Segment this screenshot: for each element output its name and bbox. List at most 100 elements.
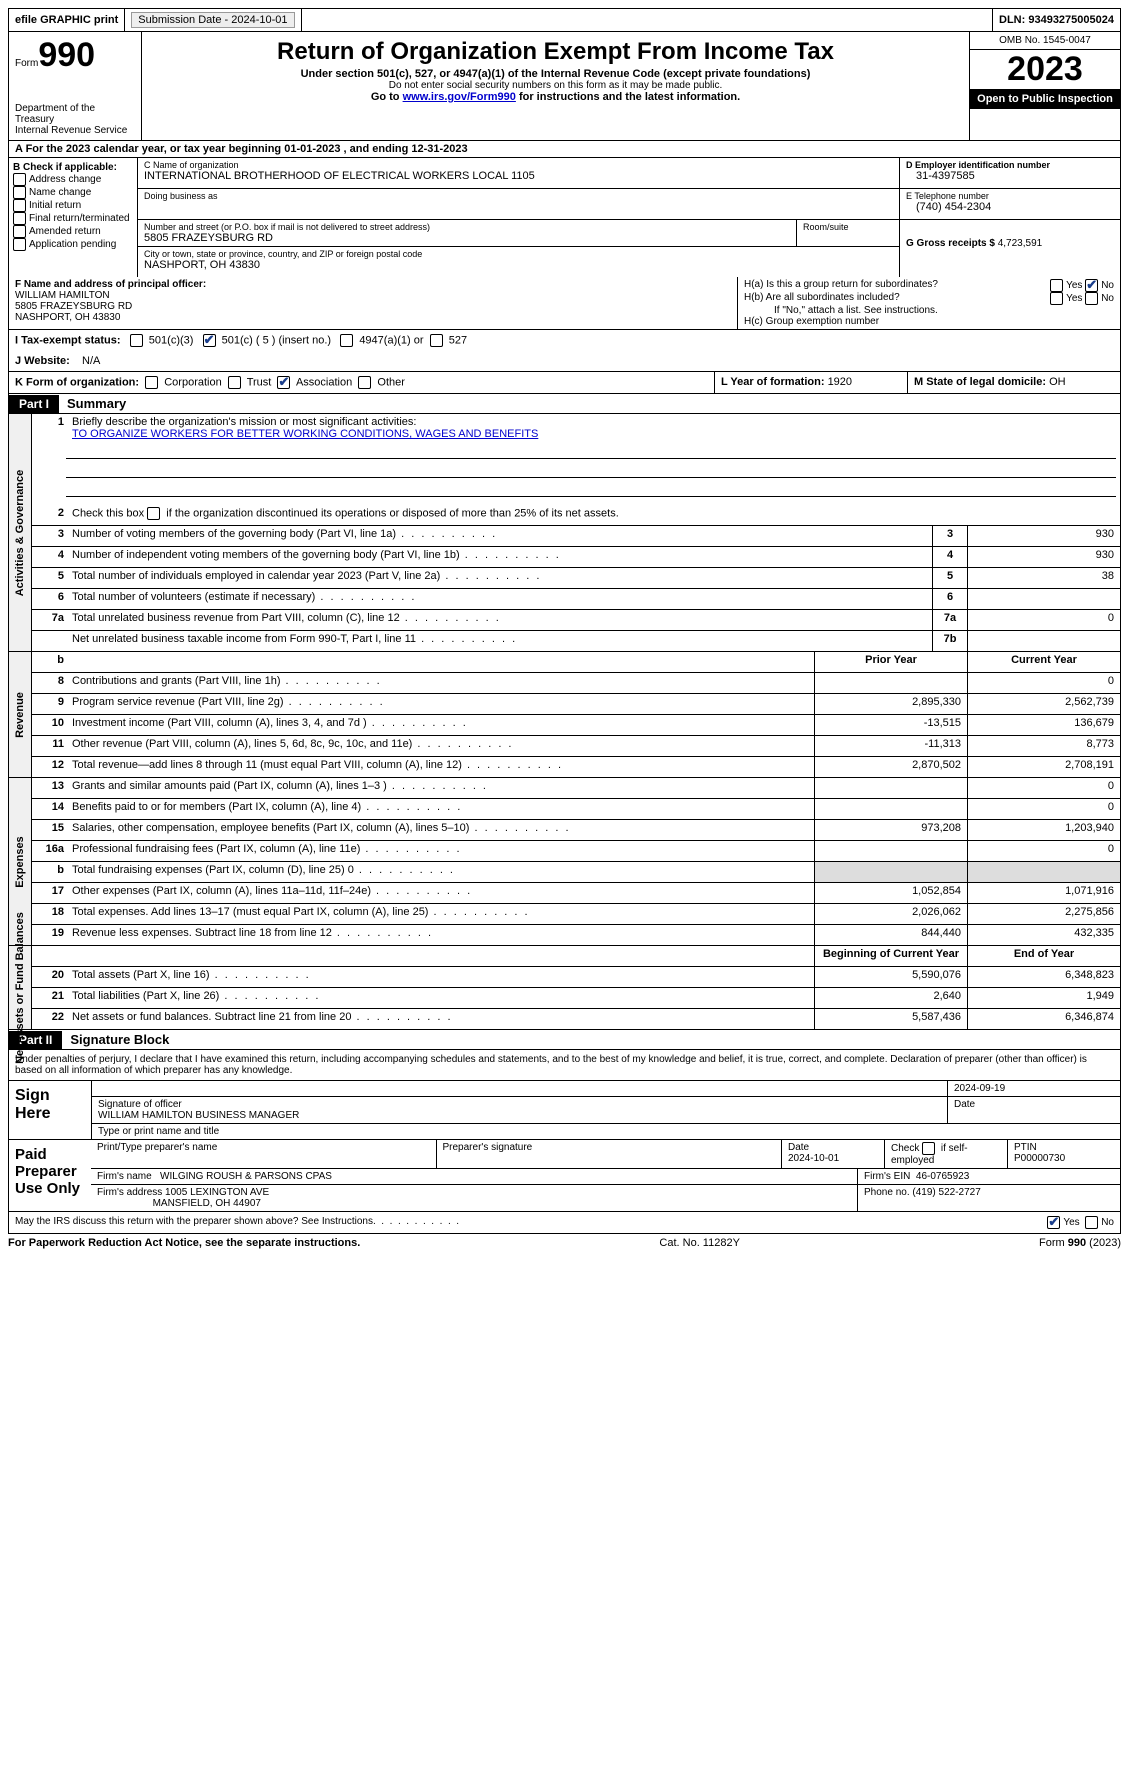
cb-527[interactable] <box>430 334 443 347</box>
cb-self-employed[interactable] <box>922 1142 935 1155</box>
rev-line-12: 12Total revenue—add lines 8 through 11 (… <box>32 757 1120 777</box>
exp-line-19: 19Revenue less expenses. Subtract line 1… <box>32 925 1120 945</box>
cb-501c3[interactable] <box>130 334 143 347</box>
box-k: K Form of organization: Corporation Trus… <box>9 372 715 393</box>
netassets-section: Net Assets or Fund Balances Beginning of… <box>8 946 1121 1030</box>
irs-link[interactable]: www.irs.gov/Form990 <box>403 91 516 103</box>
mission-rule1 <box>66 442 1116 459</box>
gov-line-5: 5Total number of individuals employed in… <box>32 568 1120 589</box>
form-number: 990 <box>38 36 95 74</box>
header-left: Form990 Department of the Treasury Inter… <box>9 32 142 140</box>
dln-cell: DLN: 93493275005024 <box>993 9 1120 31</box>
part2-title: Signature Block <box>62 1030 177 1049</box>
phone-label: E Telephone number <box>906 191 1114 201</box>
website-value: N/A <box>82 355 100 367</box>
cb-trust[interactable] <box>228 376 241 389</box>
hb-label: H(b) Are all subordinates included? <box>744 292 900 305</box>
mission-text: TO ORGANIZE WORKERS FOR BETTER WORKING C… <box>72 428 538 440</box>
preparer-title: Paid Preparer Use Only <box>9 1140 91 1211</box>
efile-label: efile GRAPHIC print <box>9 9 125 31</box>
cb-hb-yes[interactable] <box>1050 292 1063 305</box>
firm-phone: (419) 522-2727 <box>912 1187 980 1198</box>
officer-addr2: NASHPORT, OH 43830 <box>15 312 120 323</box>
section-a: A For the 2023 calendar year, or tax yea… <box>8 141 1121 158</box>
cb-discuss-yes[interactable] <box>1047 1216 1060 1229</box>
cb-app-pending[interactable] <box>13 238 26 251</box>
prep-name-label: Print/Type preparer's name <box>91 1140 436 1168</box>
prep-date: 2024-10-01 <box>788 1153 839 1164</box>
page-footer: For Paperwork Reduction Act Notice, see … <box>8 1234 1121 1252</box>
prep-self-employed: Check if self-employed <box>884 1140 1007 1168</box>
cb-discontinued[interactable] <box>147 507 160 520</box>
hb-note: If "No," attach a list. See instructions… <box>744 305 1114 316</box>
city-value: NASHPORT, OH 43830 <box>144 259 893 271</box>
discuss-text: May the IRS discuss this return with the… <box>15 1216 376 1227</box>
gross-receipts-value: 4,723,591 <box>998 238 1043 249</box>
hc-label: H(c) Group exemption number <box>744 316 1114 327</box>
goto-note: Go to www.irs.gov/Form990 for instructio… <box>150 91 961 103</box>
exp-line-17: 17Other expenses (Part IX, column (A), l… <box>32 883 1120 904</box>
firm-ein: 46-0765923 <box>916 1171 969 1182</box>
footer-left: For Paperwork Reduction Act Notice, see … <box>8 1237 360 1249</box>
ein-label: D Employer identification number <box>906 160 1050 170</box>
sig-date-label: Date <box>947 1097 1120 1123</box>
ein-value: 31-4397585 <box>906 170 1114 182</box>
box-deg: D Employer identification number 31-4397… <box>900 158 1120 277</box>
cb-4947[interactable] <box>340 334 353 347</box>
cb-501c[interactable] <box>203 334 216 347</box>
cb-ha-yes[interactable] <box>1050 279 1063 292</box>
box-b: B Check if applicable: Address change Na… <box>9 158 138 277</box>
part1-title: Summary <box>59 394 134 413</box>
sig-officer-label: Signature of officer <box>98 1099 182 1110</box>
sign-date: 2024-09-19 <box>947 1081 1120 1096</box>
cb-corp[interactable] <box>145 376 158 389</box>
box-l: L Year of formation: 1920 <box>715 372 908 393</box>
tax-year: 2023 <box>970 50 1120 89</box>
side-revenue: Revenue <box>9 652 32 777</box>
box-f: F Name and address of principal officer:… <box>9 277 738 329</box>
cb-ha-no[interactable] <box>1085 279 1098 292</box>
city-label: City or town, state or province, country… <box>144 249 893 259</box>
mission-rule3 <box>66 480 1116 497</box>
section-fh: F Name and address of principal officer:… <box>8 277 1121 330</box>
cb-name-change[interactable] <box>13 186 26 199</box>
rev-line-9: 9Program service revenue (Part VIII, lin… <box>32 694 1120 715</box>
sign-here-block: Sign Here 2024-09-19 Signature of office… <box>8 1081 1121 1140</box>
hdr-begin-year: Beginning of Current Year <box>814 946 967 966</box>
expenses-section: Expenses 13Grants and similar amounts pa… <box>8 778 1121 946</box>
dept-irs: Internal Revenue Service <box>15 125 135 136</box>
mission-rule2 <box>66 461 1116 478</box>
net-line-22: 22Net assets or fund balances. Subtract … <box>32 1009 1120 1029</box>
ha-label: H(a) Is this a group return for subordin… <box>744 279 938 292</box>
topbar-spacer <box>302 9 994 31</box>
hdr-end-year: End of Year <box>967 946 1120 966</box>
room-label: Room/suite <box>803 222 893 232</box>
box-b-title: B Check if applicable: <box>13 162 117 173</box>
efile-topbar: efile GRAPHIC print Submission Date - 20… <box>8 8 1121 32</box>
rev-line-10: 10Investment income (Part VIII, column (… <box>32 715 1120 736</box>
net-line-21: 21Total liabilities (Part X, line 26)2,6… <box>32 988 1120 1009</box>
cb-amended[interactable] <box>13 225 26 238</box>
exp-line-b: bTotal fundraising expenses (Part IX, co… <box>32 862 1120 883</box>
org-name-label: C Name of organization <box>144 160 893 170</box>
net-line-20: 20Total assets (Part X, line 16)5,590,07… <box>32 967 1120 988</box>
box-c: C Name of organization INTERNATIONAL BRO… <box>138 158 900 277</box>
cb-initial-return[interactable] <box>13 199 26 212</box>
cb-assoc[interactable] <box>277 376 290 389</box>
prep-ptin: P00000730 <box>1014 1153 1065 1164</box>
exp-line-18: 18Total expenses. Add lines 13–17 (must … <box>32 904 1120 925</box>
exp-line-16a: 16aProfessional fundraising fees (Part I… <box>32 841 1120 862</box>
mission-label: Briefly describe the organization's miss… <box>72 416 416 428</box>
submission-cell: Submission Date - 2024-10-01 <box>125 9 301 31</box>
cb-other[interactable] <box>358 376 371 389</box>
gov-line-7a: 7aTotal unrelated business revenue from … <box>32 610 1120 631</box>
cb-hb-no[interactable] <box>1085 292 1098 305</box>
cb-final-return[interactable] <box>13 212 26 225</box>
cb-address-change[interactable] <box>13 173 26 186</box>
box-h: H(a) Is this a group return for subordin… <box>738 277 1120 329</box>
exp-line-15: 15Salaries, other compensation, employee… <box>32 820 1120 841</box>
submission-button[interactable]: Submission Date - 2024-10-01 <box>131 12 294 28</box>
part1-header: Part I Summary <box>8 394 1121 414</box>
cb-discuss-no[interactable] <box>1085 1216 1098 1229</box>
discuss-row: May the IRS discuss this return with the… <box>8 1212 1121 1234</box>
